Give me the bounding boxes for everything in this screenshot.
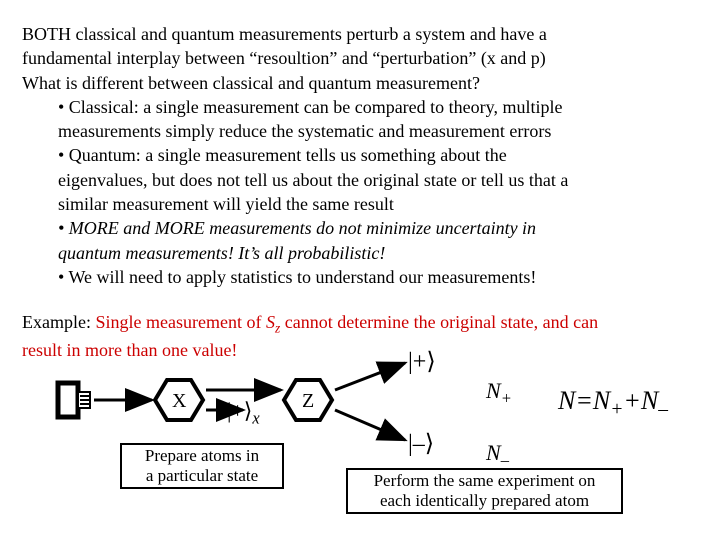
para-line: What is different between classical and … — [22, 71, 698, 95]
bullet-line: • MORE and MORE measurements do not mini… — [58, 216, 698, 240]
bullet-line: quantum measurements! It’s all probabili… — [58, 241, 698, 265]
example-mid2: cannot determine the original state, and… — [280, 312, 598, 332]
perform-line1: Perform the same experiment on — [374, 471, 596, 491]
n-equation: N=N++N– — [558, 386, 668, 421]
para-line: fundamental interplay between “resoultio… — [22, 46, 698, 70]
bullet-line: eigenvalues, but does not tell us about … — [58, 168, 698, 192]
perform-line2: each identically prepared atom — [380, 491, 589, 511]
bullet-line: similar measurement will yield the same … — [58, 192, 698, 216]
example-mid1: Single measurement of — [95, 312, 265, 332]
prepare-line2: a particular state — [146, 466, 258, 486]
bullet-line: • Quantum: a single measurement tells us… — [58, 143, 698, 167]
example-line1: Example: Single measurement of Sz cannot… — [22, 310, 702, 338]
n-plus-label: N+ — [486, 378, 512, 408]
bullet-line: measurements simply reduce the systemati… — [58, 119, 698, 143]
ket-plus: |+⟩ — [408, 346, 436, 378]
prepare-line1: Prepare atoms in — [145, 446, 259, 466]
paragraph-block: BOTH classical and quantum measurements … — [22, 22, 698, 289]
z-magnet-label: Z — [302, 388, 314, 415]
n-minus-label: N– — [486, 440, 509, 470]
ket-minus: |–⟩ — [408, 428, 434, 460]
example-text: Example: Single measurement of Sz cannot… — [22, 310, 702, 362]
ket-plus-x: |+⟩x — [227, 396, 260, 430]
bullet-line: • Classical: a single measurement can be… — [58, 95, 698, 119]
example-pre: Example: — [22, 312, 95, 332]
x-magnet-label: X — [172, 388, 186, 415]
para-line: BOTH classical and quantum measurements … — [22, 22, 698, 46]
oven-icon — [58, 383, 90, 417]
perform-box: Perform the same experiment on each iden… — [346, 468, 623, 514]
bullet-line: • We will need to apply statistics to un… — [58, 265, 698, 289]
example-sz: S — [266, 312, 275, 332]
prepare-box: Prepare atoms in a particular state — [120, 443, 284, 489]
example-line2: result in more than one value! — [22, 338, 702, 362]
